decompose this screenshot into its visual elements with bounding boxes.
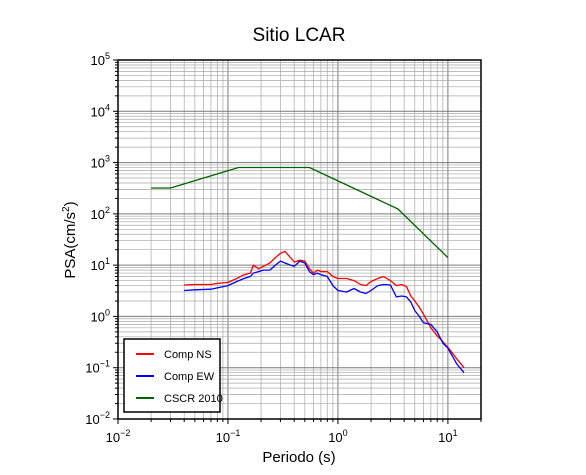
y-tick-label: 101 bbox=[91, 256, 110, 273]
series-line-comp-ew bbox=[184, 260, 465, 374]
legend: Comp NS Comp EW CSCR 2010 bbox=[123, 338, 223, 413]
chart-title: Sitio LCAR bbox=[253, 25, 346, 46]
grid bbox=[117, 59, 482, 420]
y-axis-ticks: 10−2 10−1 100 101 102 103 104 105 bbox=[85, 51, 110, 427]
y-axis-label-base: PSA(cm/s bbox=[62, 212, 79, 279]
x-axis-ticks: 10−2 10−1 100 101 bbox=[106, 428, 458, 445]
x-tick-label: 100 bbox=[328, 428, 347, 445]
series-line-comp-ns bbox=[184, 250, 465, 369]
series-layer bbox=[151, 166, 465, 374]
legend-label: Comp NS bbox=[164, 349, 212, 361]
legend-label: CSCR 2010 bbox=[164, 393, 223, 405]
y-axis-label: PSA(cm/s2) bbox=[61, 201, 79, 278]
y-tick-label: 10−1 bbox=[85, 359, 110, 376]
y-tick-label: 103 bbox=[91, 154, 110, 171]
legend-label: Comp EW bbox=[164, 371, 215, 383]
y-tick-label: 104 bbox=[91, 102, 110, 119]
plot-border bbox=[117, 59, 482, 420]
y-axis-label-end: ) bbox=[62, 201, 79, 206]
plot-frame bbox=[113, 59, 482, 424]
y-tick-label: 102 bbox=[91, 205, 110, 222]
y-tick-label: 105 bbox=[91, 51, 110, 68]
y-tick-label: 100 bbox=[91, 307, 110, 324]
y-tick-label: 10−2 bbox=[85, 410, 110, 427]
y-axis-label-exponent: 2 bbox=[61, 206, 72, 212]
x-tick-label: 101 bbox=[438, 428, 457, 445]
x-tick-label: 10−2 bbox=[106, 428, 131, 445]
x-axis-label: Periodo (s) bbox=[262, 449, 335, 466]
series-line-cscr-2010 bbox=[151, 166, 449, 259]
x-tick-label: 10−1 bbox=[216, 428, 241, 445]
